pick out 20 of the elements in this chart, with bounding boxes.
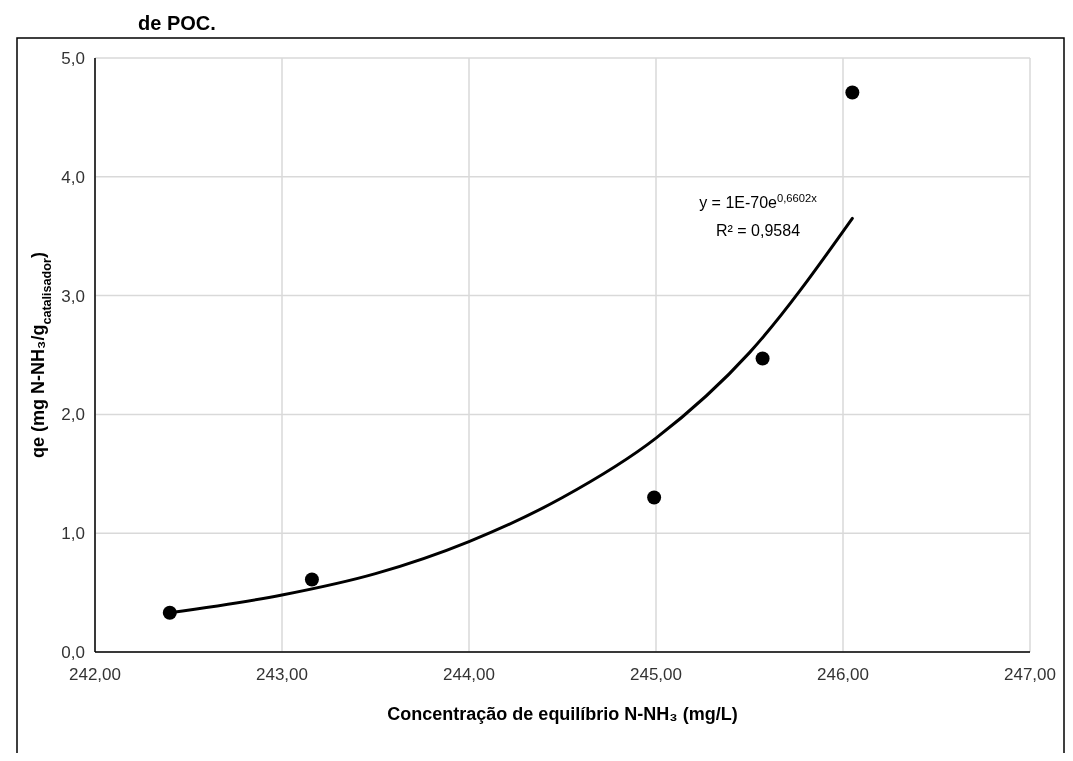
y-tick-label: 0,0 <box>61 643 85 662</box>
point <box>845 85 860 100</box>
point <box>647 490 662 505</box>
x-tick-label: 245,00 <box>630 665 682 684</box>
text: de POC. <box>138 12 216 34</box>
x-tick-label: 242,00 <box>69 665 121 684</box>
y-tick-label: 1,0 <box>61 524 85 544</box>
annotation: R² = 0,9584 <box>715 222 801 239</box>
x-axis-title: Concentração de equilíbrio N-NH₃ (mg/L) <box>387 704 738 724</box>
point <box>755 351 770 366</box>
y-tick-label: 3,0 <box>61 286 85 306</box>
x-tick-label: 244,00 <box>443 665 495 684</box>
annotation: y = 1E-70e$^{0,6602x}$ <box>699 192 818 211</box>
x-tick-label: 243,00 <box>256 665 308 684</box>
x-tick-label: 246,00 <box>817 665 869 684</box>
x-tick-label: 247,00 <box>1004 665 1056 684</box>
y-tick-label: 2,0 <box>61 405 85 425</box>
point <box>304 572 319 587</box>
y-tick-label: 4,0 <box>61 167 85 187</box>
y-tick-label: 5,0 <box>61 49 85 68</box>
